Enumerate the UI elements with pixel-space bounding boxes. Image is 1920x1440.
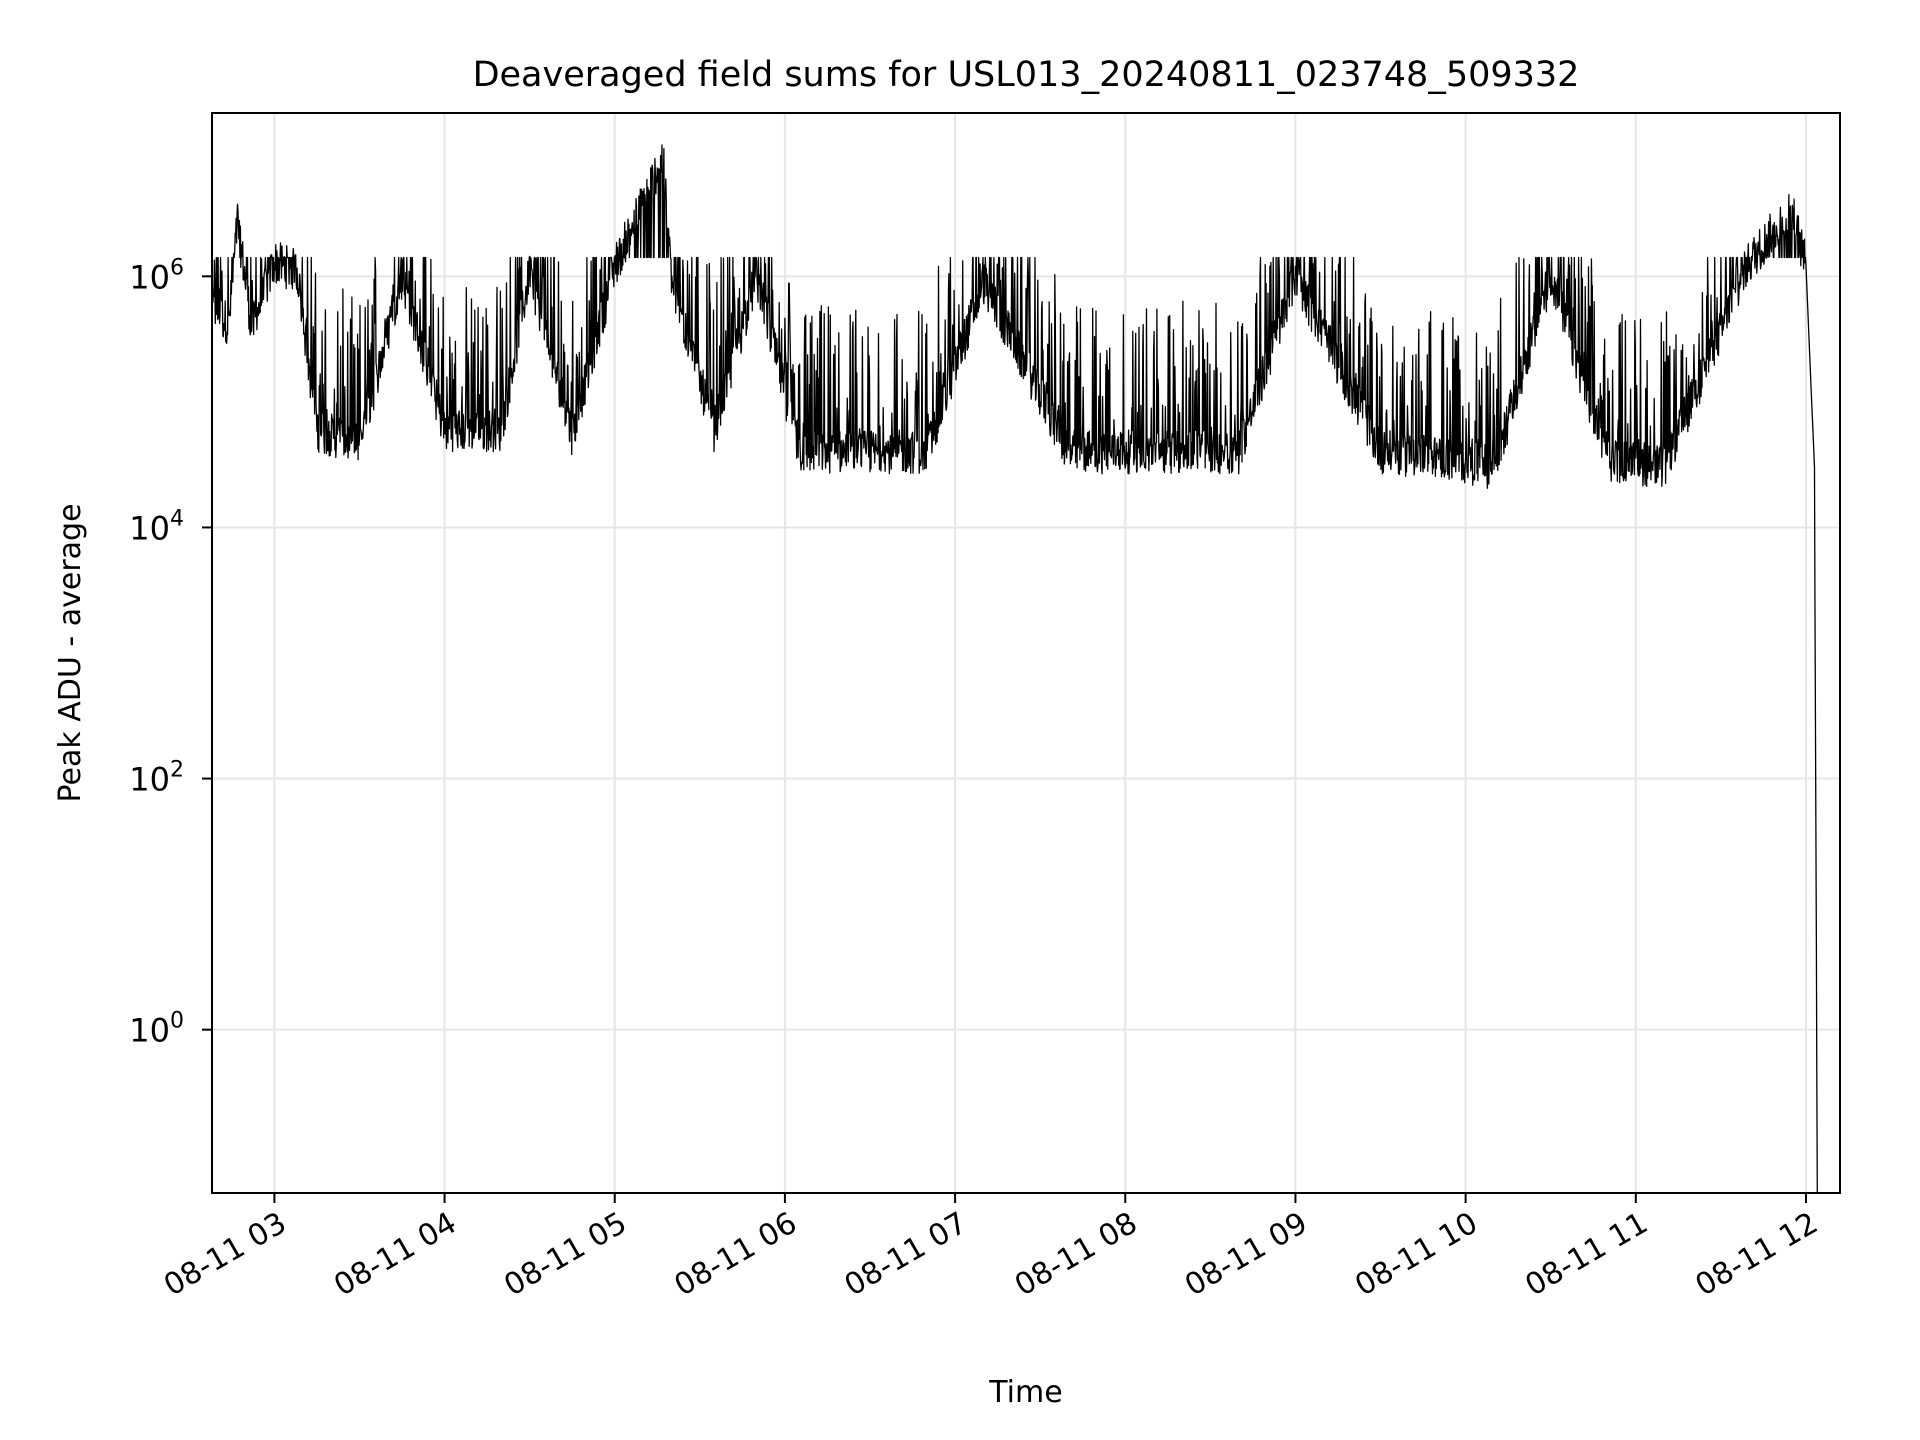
y-tick-exponent: 4 (170, 506, 184, 531)
y-tick-exponent: 0 (170, 1009, 184, 1034)
y-tick-label: 104 (129, 506, 184, 547)
chart-title: Deaveraged field sums for USL013_2024081… (473, 55, 1580, 95)
y-tick-label: 100 (129, 1009, 184, 1050)
grid (212, 113, 1840, 1193)
y-tick-base: 10 (129, 509, 170, 547)
y-axis-label: Peak ADU - average (53, 503, 88, 802)
y-tick-base: 10 (129, 1012, 170, 1050)
plot-area (212, 144, 1818, 1193)
series-line (212, 144, 1818, 1193)
y-tick-base: 10 (129, 258, 170, 296)
x-axis-label: Time (988, 1375, 1062, 1410)
y-tick-label: 102 (129, 758, 184, 799)
plot-frame (211, 112, 1841, 1194)
y-tick-exponent: 2 (170, 758, 184, 783)
y-tick-base: 10 (129, 761, 170, 799)
y-tick-label: 106 (129, 255, 184, 296)
y-tick-exponent: 6 (170, 255, 184, 280)
